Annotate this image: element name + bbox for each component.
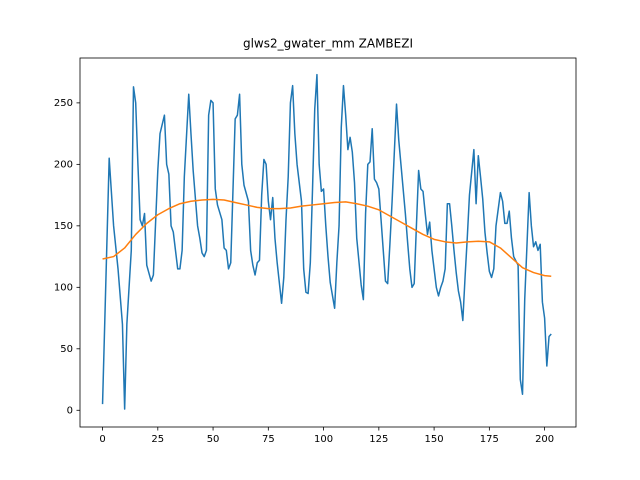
y-tick-label: 250 xyxy=(54,98,73,109)
y-tick-label: 150 xyxy=(54,221,73,232)
x-tick-label: 50 xyxy=(207,434,220,445)
data-line xyxy=(101,73,552,410)
x-tick-label: 150 xyxy=(425,434,444,445)
x-tick-label: 175 xyxy=(480,434,499,445)
x-tick-label: 200 xyxy=(535,434,554,445)
chart-title: glws2_gwater_mm ZAMBEZI xyxy=(243,37,413,51)
y-tick-label: 50 xyxy=(60,344,73,355)
y-tick-label: 0 xyxy=(67,405,73,416)
x-tick-label: 100 xyxy=(314,434,333,445)
data-line xyxy=(102,198,552,277)
x-tick-label: 0 xyxy=(99,434,105,445)
x-tick-label: 75 xyxy=(262,434,275,445)
plot-frame xyxy=(79,57,577,428)
x-tick-label: 25 xyxy=(151,434,164,445)
y-tick-label: 100 xyxy=(54,282,73,293)
x-tick-label: 125 xyxy=(369,434,388,445)
y-tick-label: 200 xyxy=(54,159,73,170)
